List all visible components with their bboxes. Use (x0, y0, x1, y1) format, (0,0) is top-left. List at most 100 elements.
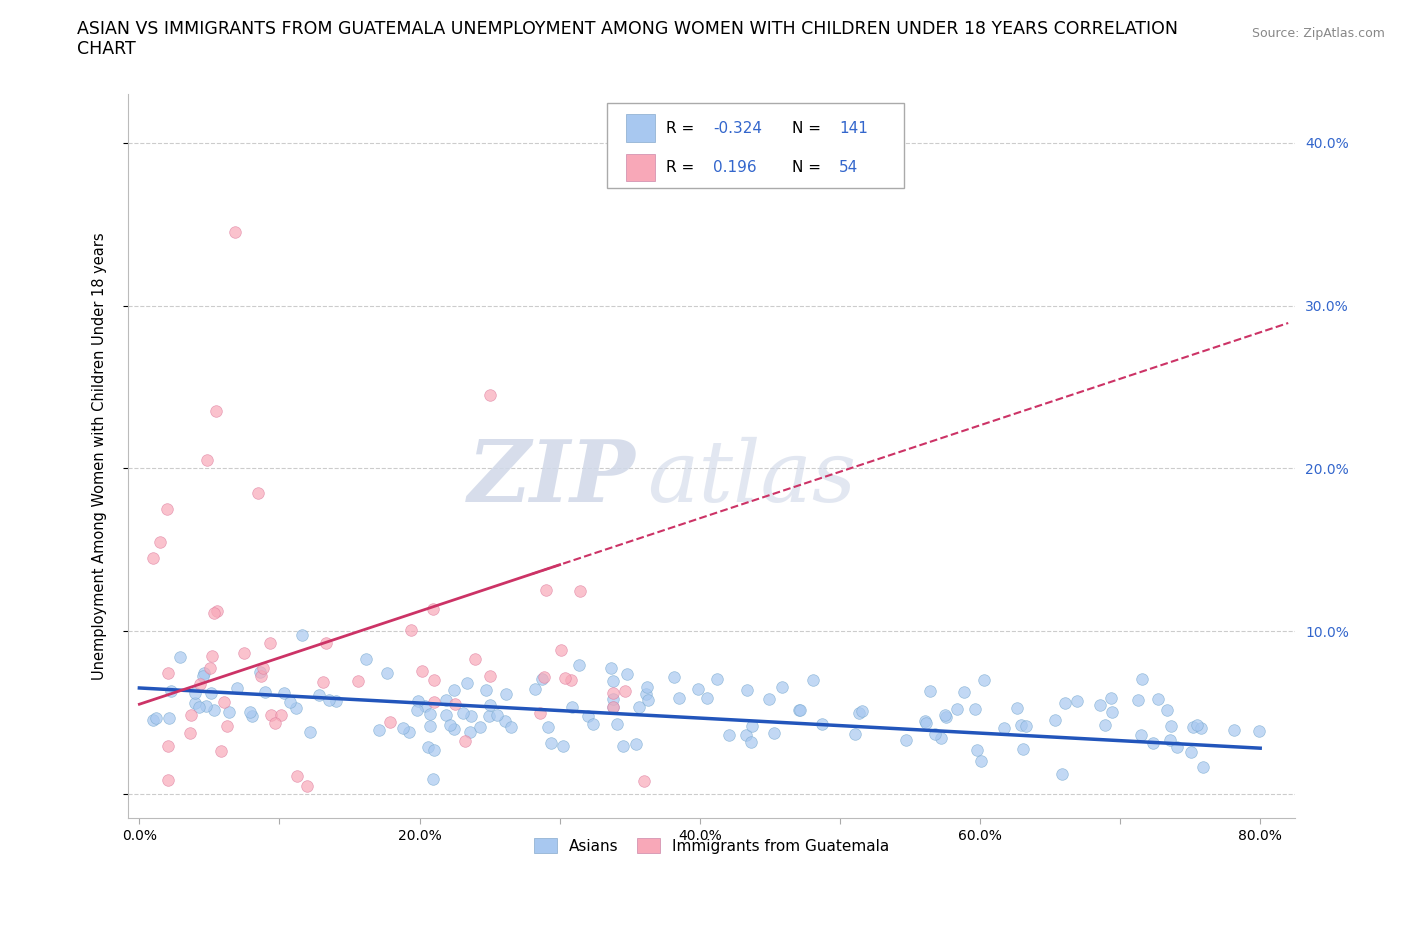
Point (486, 707, 509, 722)
Point (405, 702, 427, 717)
Point (399, 623, 422, 638)
Point (224, 225, 246, 240)
Point (159, 711, 181, 725)
Text: 0.196: 0.196 (713, 160, 756, 175)
Point (963, 701, 986, 716)
Point (966, 743, 988, 758)
Point (460, 709, 482, 724)
Point (188, 676, 211, 691)
Point (156, 501, 179, 516)
Point (169, 649, 191, 664)
Point (529, 706, 551, 721)
Point (770, 680, 793, 695)
Point (929, 731, 952, 746)
Point (422, 695, 444, 710)
Point (1094, 718, 1116, 733)
Point (662, 670, 685, 684)
Point (240, 709, 263, 724)
Point (1043, 712, 1066, 727)
Point (734, 727, 756, 742)
Point (550, 642, 572, 657)
Point (354, 651, 377, 666)
Point (602, 685, 624, 700)
Point (451, 706, 474, 721)
Point (602, 673, 624, 688)
Point (280, 695, 302, 710)
Point (418, 739, 440, 754)
Point (291, 628, 314, 643)
Point (616, 666, 638, 681)
Point (454, 734, 477, 749)
Point (179, 725, 201, 740)
Text: ASIAN VS IMMIGRANTS FROM GUATEMALA UNEMPLOYMENT AMONG WOMEN WITH CHILDREN UNDER : ASIAN VS IMMIGRANTS FROM GUATEMALA UNEMP… (77, 20, 1178, 38)
Point (554, 671, 576, 685)
Point (787, 702, 810, 717)
FancyBboxPatch shape (627, 153, 655, 181)
Text: R =: R = (666, 160, 699, 175)
Point (318, 692, 340, 707)
Point (973, 673, 995, 688)
Point (198, 661, 221, 676)
Point (205, 404, 228, 418)
Point (458, 724, 481, 739)
Point (254, 684, 277, 699)
Point (560, 672, 582, 687)
Point (599, 660, 621, 675)
Point (533, 670, 555, 684)
Point (668, 690, 690, 705)
Point (207, 604, 229, 618)
Text: 141: 141 (839, 121, 868, 136)
Point (1130, 671, 1153, 686)
Point (569, 583, 592, 598)
Point (422, 772, 444, 787)
Point (297, 778, 319, 793)
Point (157, 738, 180, 753)
Point (1142, 736, 1164, 751)
Point (627, 699, 650, 714)
Point (259, 635, 281, 650)
Point (298, 724, 321, 739)
Point (914, 713, 936, 728)
Point (149, 534, 172, 549)
Point (157, 666, 180, 681)
Point (1126, 693, 1149, 708)
Point (524, 682, 547, 697)
Point (602, 699, 624, 714)
Point (264, 715, 287, 730)
Text: 54: 54 (839, 160, 858, 175)
Point (851, 704, 873, 719)
Legend: Asians, Immigrants from Guatemala: Asians, Immigrants from Guatemala (527, 831, 896, 859)
Point (475, 683, 498, 698)
Point (1010, 718, 1032, 733)
Point (478, 708, 501, 723)
Point (212, 695, 235, 710)
Point (159, 684, 181, 698)
Point (378, 714, 401, 729)
Point (406, 694, 429, 709)
Point (602, 691, 624, 706)
Point (576, 709, 599, 724)
Point (1159, 732, 1181, 747)
Point (233, 645, 256, 660)
Point (142, 551, 165, 565)
Text: R =: R = (666, 121, 699, 136)
Point (157, 772, 180, 787)
Point (315, 635, 337, 650)
Point (848, 706, 870, 721)
Point (312, 674, 335, 689)
Point (789, 703, 811, 718)
Point (1192, 760, 1215, 775)
Point (633, 773, 655, 788)
Point (1185, 717, 1208, 732)
Point (612, 738, 634, 753)
Point (1156, 702, 1178, 717)
Point (1160, 719, 1182, 734)
Point (1166, 740, 1188, 755)
Text: N =: N = (792, 160, 827, 175)
Point (993, 721, 1015, 736)
Text: -0.324: -0.324 (713, 121, 762, 136)
Y-axis label: Unemployment Among Women with Children Under 18 years: Unemployment Among Women with Children U… (93, 232, 107, 680)
Point (531, 671, 554, 686)
Point (260, 708, 283, 723)
Point (184, 686, 207, 701)
